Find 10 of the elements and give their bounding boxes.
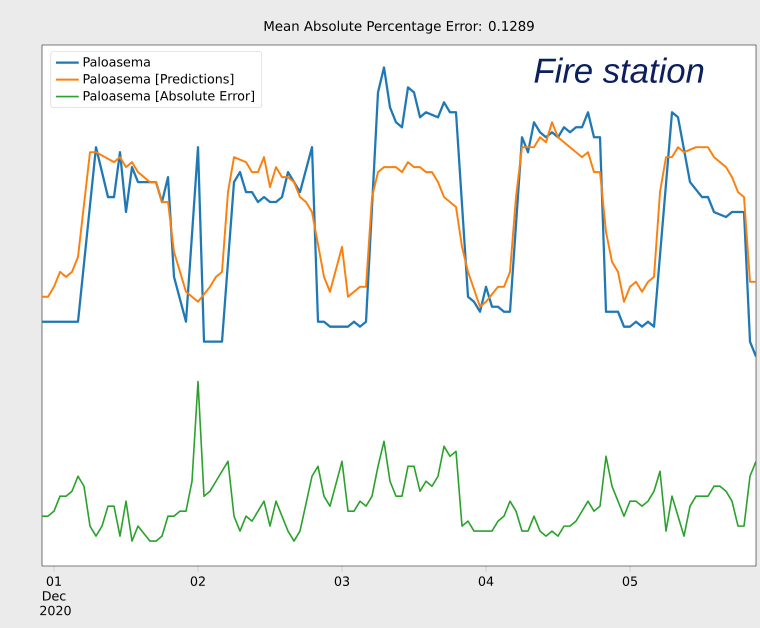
legend-label: Paloasema [Absolute Error] <box>84 90 254 102</box>
x-tick-label: 05 <box>622 576 637 586</box>
annotation: Fire station <box>534 58 704 83</box>
chart-title: Mean Absolute Percentage Error: 0.1289 <box>264 20 534 34</box>
legend-label: Paloasema [Predictions] <box>84 74 234 86</box>
x-tick-label: 03 <box>334 576 350 586</box>
x-tick-label: 02 <box>190 576 205 586</box>
x-tick-label: 01 Dec 2020 <box>40 576 71 616</box>
x-tick-label: 04 <box>478 576 494 586</box>
legend-label: Paloasema <box>84 56 150 67</box>
